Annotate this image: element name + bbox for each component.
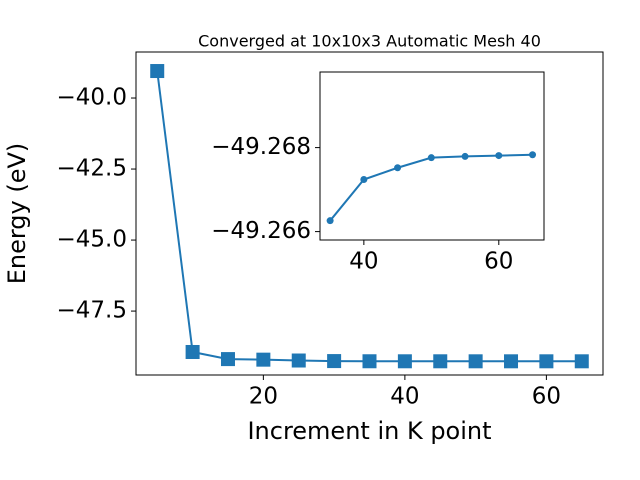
y-axis-label: Energy (eV) [3,143,31,285]
y-tick-label: −49.268 [211,134,311,160]
data-point [461,152,469,160]
data-point [291,353,306,368]
chart-title: Converged at 10x10x3 Automatic Mesh 40 [198,32,541,51]
x-tick-label: 40 [349,249,378,275]
x-axis-label: Increment in K point [247,417,491,445]
y-tick-label: −49.266 [211,218,311,244]
data-point [397,354,412,369]
data-point [185,344,200,359]
data-point [539,354,554,369]
data-point [256,352,271,367]
data-point [433,354,448,369]
data-point [150,64,165,79]
y-tick-label: −40.0 [57,85,127,111]
data-point [326,217,334,225]
data-point [574,354,589,369]
data-point [495,152,503,160]
data-point [529,151,537,159]
y-tick-label: −45.0 [57,227,127,253]
data-point [427,154,435,162]
data-point [394,164,402,172]
data-point [327,354,342,369]
y-tick-label: −47.5 [57,298,127,324]
y-tick-label: −42.5 [57,156,127,182]
x-tick-label: 40 [390,384,419,410]
x-tick-label: 60 [484,249,513,275]
x-tick-label: 20 [249,384,278,410]
data-point [360,176,368,184]
data-point [362,354,377,369]
data-point [468,354,483,369]
x-tick-label: 60 [532,384,561,410]
data-point [220,352,235,367]
data-point [504,354,519,369]
